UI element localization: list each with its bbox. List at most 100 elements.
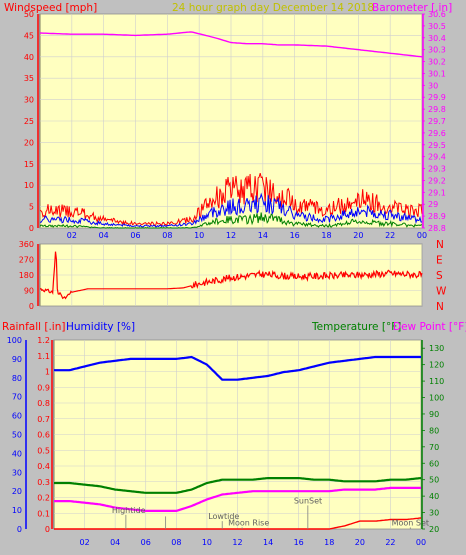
astro-label-3: Moon Rise [228,518,269,527]
rain-humidity-temp-grid [54,339,422,530]
p1-x-tick-22: 22 [385,231,395,240]
temp-tick-60: 60 [429,459,439,468]
compass-label-4: N [436,239,444,251]
rain-tick-0.7: 0.7 [37,415,50,424]
temp-tick-130: 130 [429,344,444,353]
p3-x-tick-18: 18 [324,538,334,547]
humidity-tick-10: 10 [12,506,22,515]
direction-tick-180: 180 [19,271,34,280]
direction-tick-270: 270 [19,256,34,265]
baro-tick-30.4: 30.4 [428,34,446,43]
humidity-tick-70: 70 [12,393,22,402]
astro-label-0: Hightide [112,506,146,515]
humidity-tick-100: 100 [7,336,22,345]
wind-gust-series [39,172,423,227]
compass-label-1: W [436,286,447,298]
wind-average-series [39,192,423,228]
p3-x-tick-00: 00 [416,538,426,547]
wind-tick-10: 10 [24,181,34,190]
humidity-tick-0: 0 [17,525,22,534]
humidity-tick-30: 30 [12,468,22,477]
rain-tick-0.1: 0.1 [37,509,50,518]
temperature-axis-title: Temperature [°F] [311,321,401,333]
rain-tick-1.2: 1.2 [37,336,50,345]
p1-x-tick-08: 08 [162,231,172,240]
rainfall-series [54,517,422,530]
p1-x-tick-14: 14 [258,231,268,240]
p1-x-tick-12: 12 [226,231,236,240]
baro-tick-29.6: 29.6 [428,129,446,138]
temp-tick-70: 70 [429,443,439,452]
astro-label-5: Moon Set [392,518,429,527]
temp-tick-120: 120 [429,361,444,370]
rain-tick-0.6: 0.6 [37,431,50,440]
wind-tick-25: 25 [24,117,34,126]
p1-x-tick-18: 18 [321,231,331,240]
p1-x-tick-00: 00 [417,231,427,240]
temp-tick-90: 90 [429,410,439,419]
baro-tick-30.3: 30.3 [428,46,446,55]
p1-x-tick-06: 06 [130,231,140,240]
p1-x-tick-20: 20 [353,231,363,240]
p3-x-tick-04: 04 [110,538,120,547]
baro-tick-29: 29 [428,200,438,209]
p3-x-tick-02: 02 [79,538,89,547]
p3-x-tick-10: 10 [202,538,212,547]
wind-tick-40: 40 [24,53,34,62]
baro-tick-29.3: 29.3 [428,165,446,174]
rain-tick-0.9: 0.9 [37,383,50,392]
baro-tick-30.6: 30.6 [428,10,446,19]
temp-tick-110: 110 [429,377,444,386]
dewpoint-axis-title: Dew Point [°F] [393,321,466,333]
p3-x-tick-20: 20 [355,538,365,547]
p3-x-tick-14: 14 [263,538,273,547]
temp-tick-30: 30 [429,509,439,518]
p3-x-tick-12: 12 [232,538,242,547]
temp-tick-80: 80 [429,426,439,435]
compass-label-0: N [436,301,444,313]
p3-x-tick-16: 16 [294,538,304,547]
baro-tick-28.9: 28.9 [428,212,446,221]
temp-tick-20: 20 [429,525,439,534]
baro-tick-28.8: 28.8 [428,224,446,233]
wind-direction-series [39,251,423,300]
p1-x-tick-04: 04 [99,231,109,240]
direction-tick-360: 360 [19,240,34,249]
wind-tick-0: 0 [29,224,34,233]
barometer-series [39,31,423,58]
rain-tick-0.2: 0.2 [37,494,50,503]
astro-label-4: SunSet [294,496,322,505]
dewpoint-series [54,486,421,512]
barometer-axis-title: Barometer [.in] [372,2,452,14]
rain-tick-1: 1 [45,368,50,377]
humidity-tick-90: 90 [12,355,22,364]
baro-tick-29.8: 29.8 [428,105,446,114]
wind-tick-35: 35 [24,74,34,83]
chart-title: 24 hour graph day December 14 2018 [172,2,374,14]
wind-barometer-axes: 0 5 10 15 20 25 30 35 40 45 50 28.8 28.9 29 29.1 29.2 29… [24,10,446,240]
rain-humidity-temp-axes: 0 0.1 0.2 0.3 0.4 0.5 0.6 0.7 0.8 0.9 1 1.1 1.2 0 10 20… [7,336,445,547]
compass-label-2: S [436,270,443,282]
rain-tick-0.5: 0.5 [37,446,50,455]
wind-minimum-series [39,212,423,229]
compass-label-3: E [436,255,443,267]
humidity-tick-20: 20 [12,487,22,496]
baro-tick-30: 30 [428,81,438,90]
baro-tick-29.2: 29.2 [428,176,446,185]
wind-tick-50: 50 [24,10,34,19]
rainfall-axis-title: Rainfall [.in] [2,321,65,333]
humidity-tick-50: 50 [12,431,22,440]
wind-barometer-grid [40,13,423,229]
rain-tick-1.1: 1.1 [37,352,50,361]
humidity-axis-title: Humidity [%] [66,321,135,333]
wind-tick-45: 45 [24,31,34,40]
baro-tick-30.1: 30.1 [428,69,446,78]
direction-tick-0: 0 [29,302,34,311]
temp-tick-40: 40 [429,492,439,501]
baro-tick-29.1: 29.1 [428,188,446,197]
p3-x-tick-06: 06 [141,538,151,547]
p3-x-tick-22: 22 [385,538,395,547]
